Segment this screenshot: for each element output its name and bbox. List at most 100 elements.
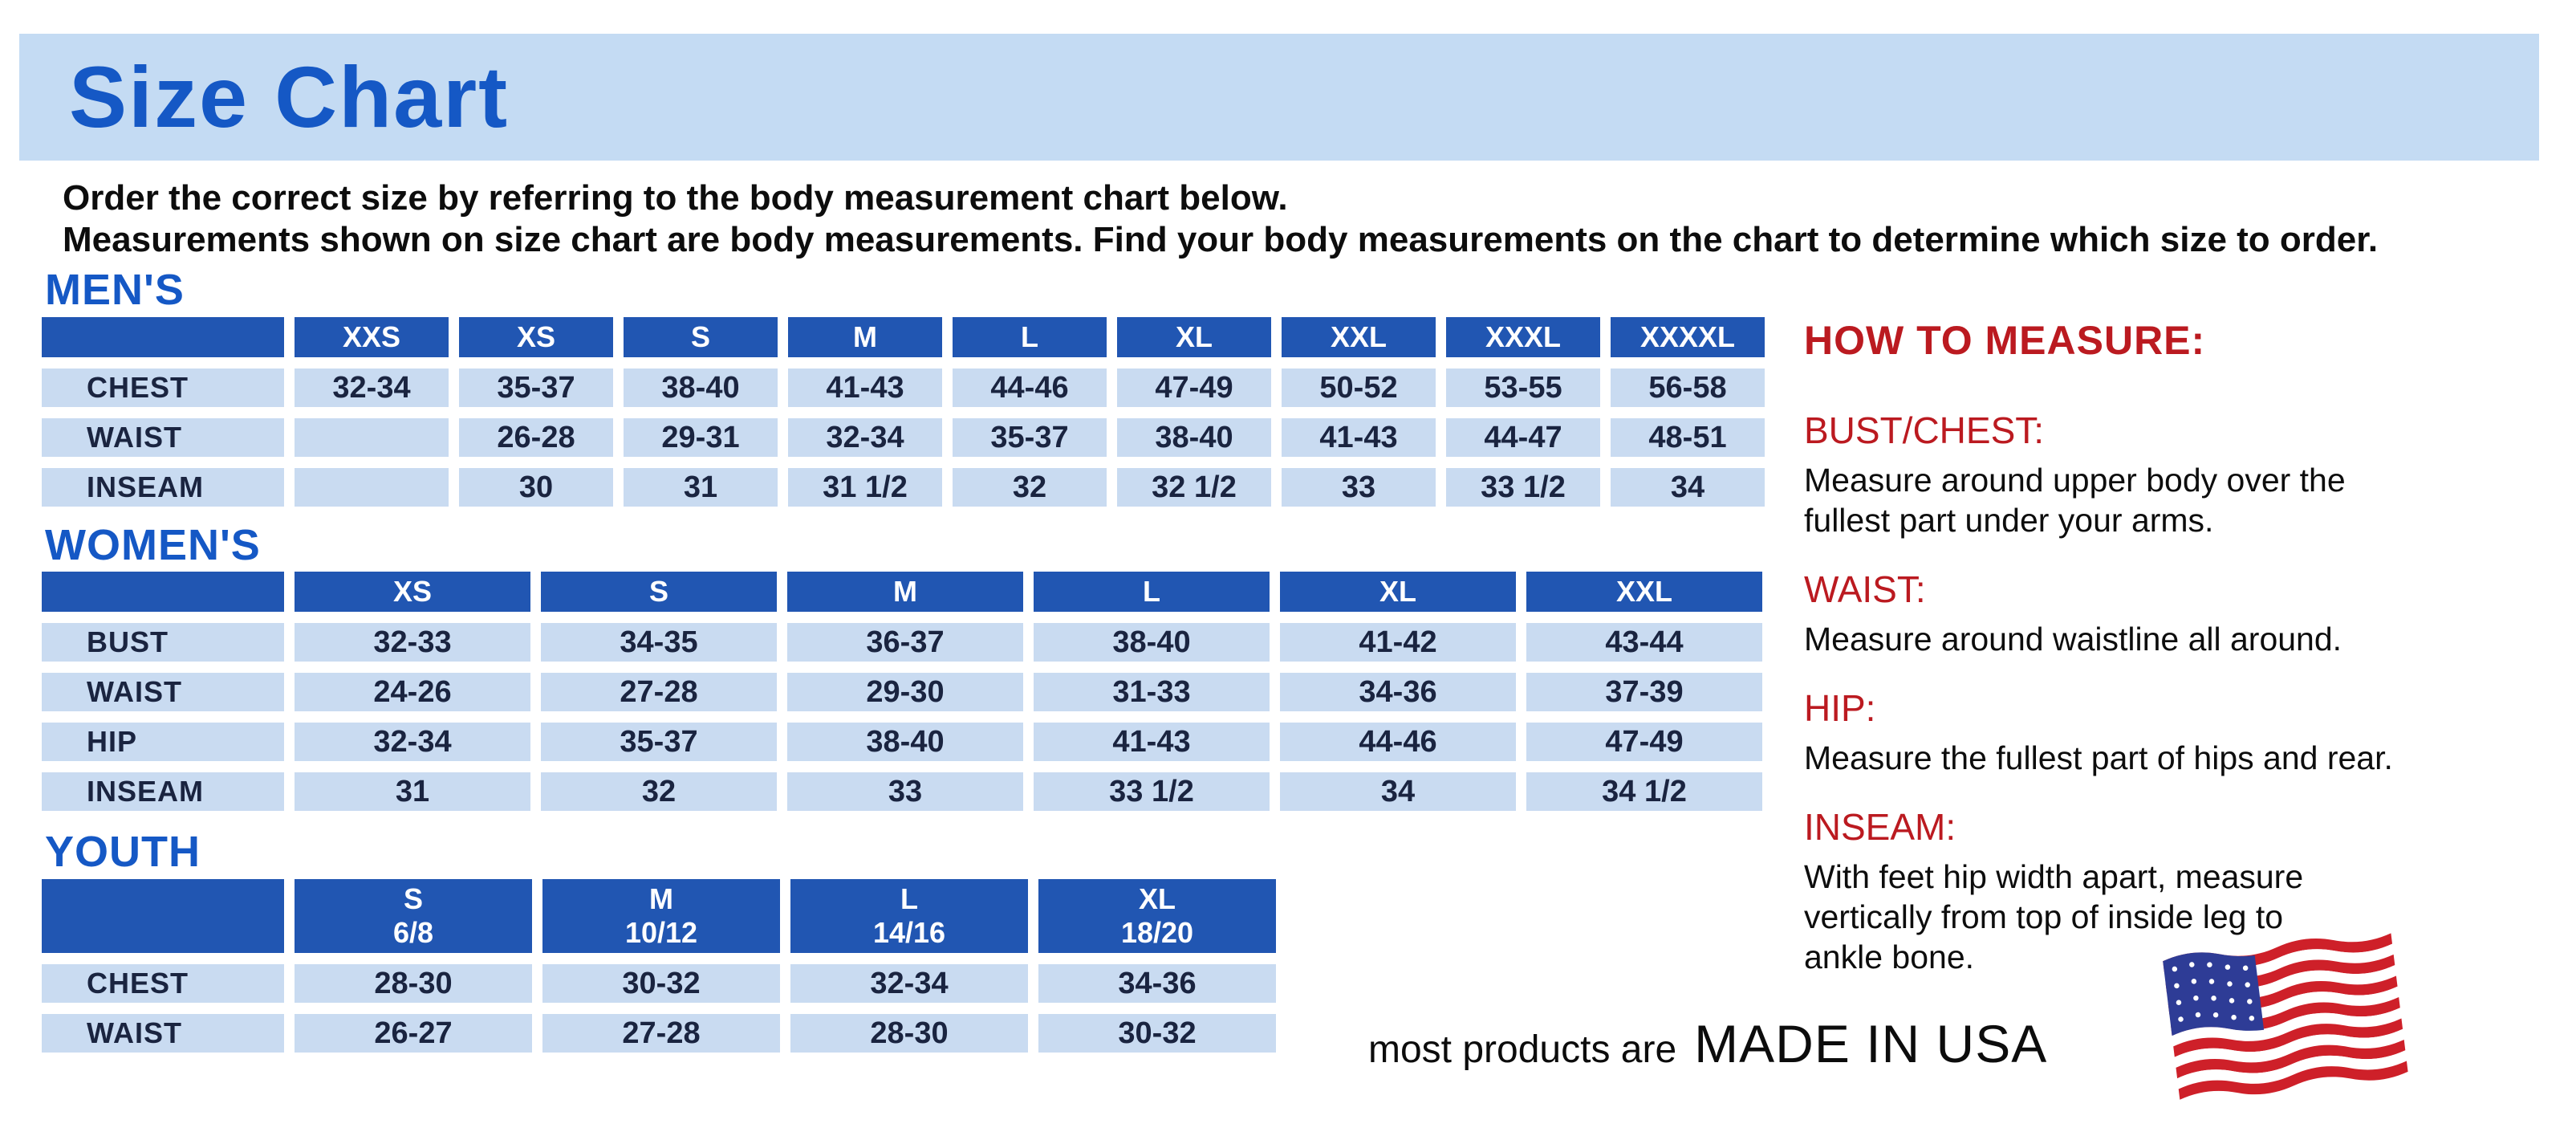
size-cell: 26-28 [459, 418, 613, 457]
size-cell: 44-46 [953, 369, 1107, 407]
row-label: HIP [42, 723, 284, 761]
size-cell: 33 [787, 772, 1023, 811]
row-label: CHEST [42, 964, 284, 1003]
size-col-header: XS [459, 317, 613, 357]
size-range: 10/12 [624, 916, 698, 949]
size-cell: 36-37 [787, 623, 1023, 662]
womens-table: XS S M L XL XXL BUST 32-33 34-35 36-37 3… [42, 572, 1762, 811]
size-cell: 56-58 [1611, 369, 1765, 407]
made-in-usa-note: most products are MADE IN USA [1368, 1013, 2047, 1074]
womens-corner-cell [42, 572, 284, 612]
size-col-header: L 14/16 [790, 879, 1028, 953]
row-label: INSEAM [42, 468, 284, 507]
intro-line-2: Measurements shown on size chart are bod… [63, 220, 2379, 259]
size-cell: 33 1/2 [1446, 468, 1600, 507]
size-col-header: XXXL [1446, 317, 1600, 357]
mens-table: XXS XS S M L XL XXL XXXL XXXXL CHEST 32-… [42, 317, 1765, 507]
size-col-header: M 10/12 [542, 879, 780, 953]
size-cell: 27-28 [542, 1014, 780, 1053]
size-cell: 34 [1280, 772, 1516, 811]
measure-text-line: Measure around waistline all around. [1804, 621, 2342, 658]
size-cell: 28-30 [295, 964, 532, 1003]
size-letter: M [649, 882, 673, 915]
size-col-header: XS [295, 572, 530, 612]
size-col-header: S [624, 317, 778, 357]
mens-heading: MEN'S [45, 266, 185, 314]
size-col-header: L [1034, 572, 1270, 612]
size-cell: 37-39 [1526, 673, 1762, 711]
size-cell: 31 1/2 [788, 468, 942, 507]
how-to-measure-title: HOW TO MEASURE: [1804, 318, 2206, 363]
size-cell: 38-40 [624, 369, 778, 407]
size-cell: 28-30 [790, 1014, 1028, 1053]
size-cell: 32-34 [295, 369, 449, 407]
size-cell: 41-43 [788, 369, 942, 407]
size-range: 14/16 [872, 916, 946, 949]
measure-label: WAIST: [1804, 568, 1926, 610]
size-cell [295, 418, 449, 457]
size-letter: L [900, 882, 918, 915]
size-letter: S [403, 882, 423, 915]
size-cell: 38-40 [787, 723, 1023, 761]
size-col-header: M [787, 572, 1023, 612]
size-cell: 33 [1282, 468, 1436, 507]
size-cell: 41-42 [1280, 623, 1516, 662]
size-letter: XL [1138, 882, 1176, 915]
size-cell [295, 468, 449, 507]
size-col-header: XL [1280, 572, 1516, 612]
size-cell: 30-32 [542, 964, 780, 1003]
size-cell: 35-37 [953, 418, 1107, 457]
measure-item-inseam: INSEAM: With feet hip width apart, measu… [1804, 805, 2574, 977]
size-cell: 34 [1611, 468, 1765, 507]
youth-heading: YOUTH [45, 828, 201, 876]
size-cell: 30-32 [1038, 1014, 1276, 1053]
size-cell: 29-30 [787, 673, 1023, 711]
size-col-header: L [953, 317, 1107, 357]
size-cell: 26-27 [295, 1014, 532, 1053]
size-cell: 35-37 [541, 723, 777, 761]
size-cell: 44-46 [1280, 723, 1516, 761]
measure-text-line: With feet hip width apart, measure [1804, 858, 2304, 895]
youth-corner-cell [42, 879, 284, 953]
size-col-header: S [541, 572, 777, 612]
size-cell: 32 [953, 468, 1107, 507]
measure-item-hip: HIP: Measure the fullest part of hips an… [1804, 686, 2574, 778]
measure-text-line: fullest part under your arms. [1804, 502, 2214, 539]
size-cell: 34-36 [1280, 673, 1516, 711]
row-label: BUST [42, 623, 284, 662]
measure-label: HIP: [1804, 687, 1876, 729]
row-label: INSEAM [42, 772, 284, 811]
size-cell: 29-31 [624, 418, 778, 457]
size-col-header: XL 18/20 [1038, 879, 1276, 953]
size-col-header: XL [1117, 317, 1271, 357]
size-cell: 33 1/2 [1034, 772, 1270, 811]
us-flag-icon [2155, 919, 2415, 1116]
size-cell: 31-33 [1034, 673, 1270, 711]
size-cell: 44-47 [1446, 418, 1600, 457]
mens-corner-cell [42, 317, 284, 357]
size-range: 6/8 [392, 916, 434, 949]
size-cell: 48-51 [1611, 418, 1765, 457]
measure-text-line: Measure around upper body over the [1804, 462, 2346, 499]
measure-text-line: Measure the fullest part of hips and rea… [1804, 739, 2393, 776]
how-to-measure-panel: HOW TO MEASURE: BUST/CHEST: Measure arou… [1804, 317, 2574, 977]
size-cell: 47-49 [1117, 369, 1271, 407]
measure-label: BUST/CHEST: [1804, 409, 2045, 451]
size-cell: 34 1/2 [1526, 772, 1762, 811]
size-cell: 30 [459, 468, 613, 507]
measure-item-bust-chest: BUST/CHEST: Measure around upper body ov… [1804, 409, 2574, 540]
size-cell: 32-34 [295, 723, 530, 761]
size-cell: 32-33 [295, 623, 530, 662]
intro-line-1: Order the correct size by referring to t… [63, 178, 1288, 218]
size-col-header: M [788, 317, 942, 357]
page-title: Size Chart [69, 48, 510, 145]
size-cell: 41-43 [1034, 723, 1270, 761]
size-cell: 32-34 [788, 418, 942, 457]
row-label: CHEST [42, 369, 284, 407]
size-cell: 31 [624, 468, 778, 507]
size-cell: 34-35 [541, 623, 777, 662]
size-cell: 38-40 [1034, 623, 1270, 662]
size-col-header: XXS [295, 317, 449, 357]
footer-prefix: most products are [1368, 1028, 1677, 1071]
measure-text-line: vertically from top of inside leg to [1804, 898, 2284, 935]
